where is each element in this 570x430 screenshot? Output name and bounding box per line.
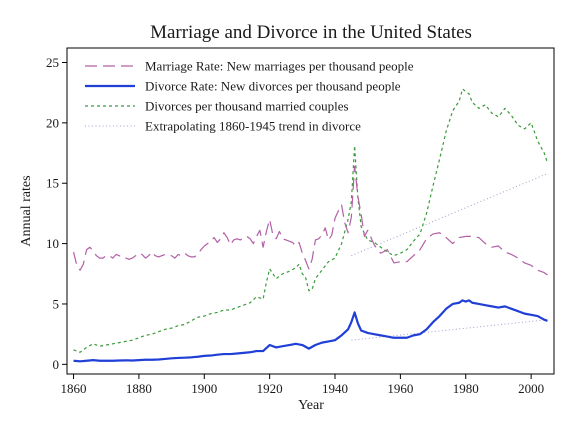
chart-title: Marriage and Divorce in the United State…	[150, 22, 472, 43]
legend: Marriage Rate: New marriages per thousan…	[85, 59, 414, 134]
x-tick-label: 1860	[61, 381, 87, 396]
y-tick-label: 0	[53, 357, 60, 372]
series-line-divorce-rate-new	[73, 299, 548, 363]
series-line-extrapolating-1860-1945	[351, 319, 548, 341]
y-tick-label: 5	[53, 296, 60, 311]
y-tick-label: 15	[46, 176, 59, 191]
x-tick-label: 1920	[257, 381, 283, 396]
axes: 1860 1880 1900 1920 1940 1960 1980 2000 0 5 10 15 20…	[46, 47, 555, 396]
x-tick-label: 1900	[191, 381, 217, 396]
plot-frame	[66, 47, 555, 375]
series-line-marriage-rate-new	[72, 165, 548, 276]
legend-label: Extrapolating 1860-1945 trend in divorce	[145, 119, 361, 134]
legend-label: Divorce Rate: New divorces per thousand …	[145, 79, 401, 94]
x-tick-label: 1980	[453, 381, 479, 396]
y-tick-label: 25	[46, 55, 59, 70]
x-tick-label: 2000	[518, 381, 544, 396]
plot-area	[72, 88, 549, 363]
legend-label: Marriage Rate: New marriages per thousan…	[145, 59, 414, 74]
series-line-extrapolating-1860-1945-2	[351, 173, 548, 257]
x-tick-label: 1960	[387, 381, 413, 396]
x-axis-label: Year	[298, 398, 324, 413]
y-tick-label: 10	[46, 236, 59, 251]
x-tick-label: 1880	[126, 381, 152, 396]
x-tick-label: 1940	[322, 381, 348, 396]
legend-label: Divorces per thousand married couples	[145, 99, 349, 114]
y-tick-label: 20	[46, 115, 59, 130]
y-axis-label: Annual rates	[19, 175, 34, 246]
